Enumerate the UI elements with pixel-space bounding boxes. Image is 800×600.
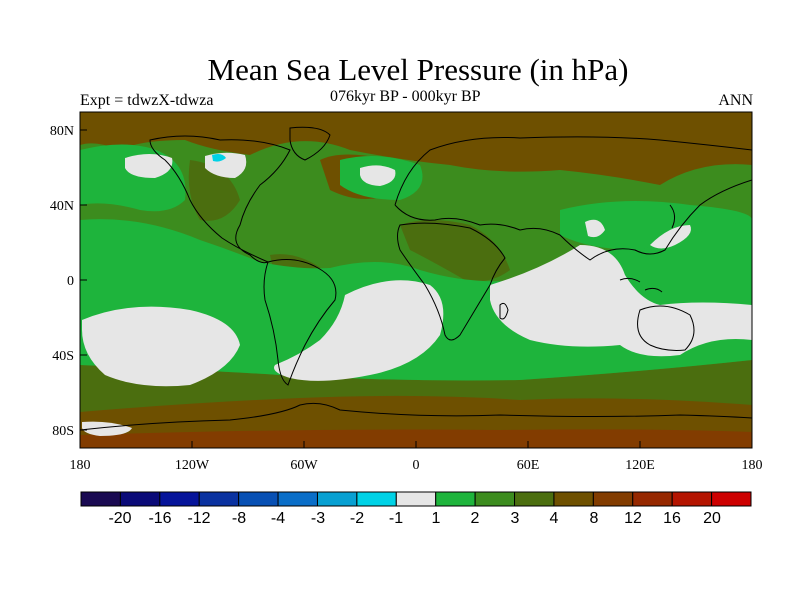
colorbar-box-1 [119,491,161,507]
colorbar-label-15: 20 [703,510,721,527]
coast-south-america [263,259,337,386]
colorbar-box-9 [435,491,476,507]
lon-label-0: 0 [413,458,420,473]
coast-australia [637,305,695,351]
colorbar-box-7 [356,491,397,507]
colorbar-box-6 [316,491,358,507]
field-band-southern-olive [80,360,752,412]
field-patch-southatlantic-gray [274,280,444,381]
coast-madagascar [499,302,509,320]
colorbar-label-6: -2 [350,510,364,527]
field-patch-southpacific-gray [82,306,240,387]
field-patch-westpacific-gray [650,225,691,249]
lon-label-180w: 180 [70,458,91,473]
colorbar-box-10 [474,491,516,507]
colorbar-label-1: -16 [148,510,171,527]
colorbar-label-13: 12 [624,510,642,527]
field-band-north-brown [80,112,752,185]
colorbar-box-11 [514,491,555,507]
coast-africa [397,222,506,341]
colorbar-label-5: -3 [311,510,325,527]
field-patch-antarctic-gray [82,421,132,436]
period-label: 076kyr BP - 000kyr BP [330,88,481,105]
colorbar-label-12: 8 [590,510,599,527]
colorbar-box-12 [553,491,594,507]
colorbar-label-0: -20 [108,510,131,527]
field-patch-pacific-olive [188,160,240,221]
map-title: Mean Sea Level Pressure (in hPa) [207,52,629,87]
coast-eurasia [394,136,752,261]
coast-antarctica [80,402,752,431]
experiment-label: Expt = tdwzX-tdwza [80,92,214,109]
lon-label-60w: 60W [290,458,318,473]
coast-indonesia [619,277,663,293]
colorbar-label-7: -1 [389,510,403,527]
lon-label-180e: 180 [742,458,763,473]
field-patch-cyan [212,154,226,162]
colorbar-box-13 [592,491,634,507]
colorbar-label-9: 2 [471,510,480,527]
colorbar-box-0 [80,491,121,507]
colorbar-label-2: -12 [187,510,210,527]
colorbar-labels: -20 -16 -12 -8 -4 -3 -2 -1 1 2 3 4 8 12 … [108,510,721,527]
colorbar-box-15 [671,491,713,507]
field-patch-northatlantic-gray [360,165,396,186]
colorbar-label-3: -8 [232,510,246,527]
field-patch-asia-gray [585,219,605,238]
colorbar-label-11: 4 [550,510,559,527]
latitude-labels: 80N 40N 0 40S 80S [50,124,74,439]
season-label: ANN [718,92,753,109]
colorbar-box-14 [632,491,673,507]
lat-label-80n: 80N [50,124,74,139]
field-patch-antarctic-darkbrown [80,429,752,448]
coast-japan [669,204,676,229]
field-patch-northpacific-gray [125,154,173,178]
lon-label-120w: 120W [175,458,210,473]
colorbar-box-8 [395,491,437,507]
colorbar [80,491,752,507]
pressure-field [80,112,752,448]
colorbar-box-4 [238,491,279,507]
colorbar-box-3 [198,491,240,507]
colorbar-label-14: 16 [663,510,681,527]
lon-label-60e: 60E [517,458,540,473]
tick-marks [80,129,641,448]
lat-label-80s: 80S [52,424,74,439]
lat-label-40n: 40N [50,199,74,214]
lat-label-0: 0 [67,274,74,289]
colorbar-box-16 [711,491,752,507]
lat-label-40s: 40S [52,349,74,364]
coastlines [80,126,752,431]
coast-greenland [289,126,331,161]
longitude-labels: 180 120W 60W 0 60E 120E 180 [70,458,763,473]
field-patch-indian-gray [490,245,752,357]
lon-label-120e: 120E [625,458,655,473]
colorbar-label-4: -4 [271,510,285,527]
colorbar-label-8: 1 [432,510,441,527]
field-band-asia-green [560,201,752,250]
colorbar-box-2 [159,491,200,507]
colorbar-label-10: 3 [511,510,520,527]
coast-north-america [149,135,291,264]
colorbar-box-5 [277,491,318,507]
